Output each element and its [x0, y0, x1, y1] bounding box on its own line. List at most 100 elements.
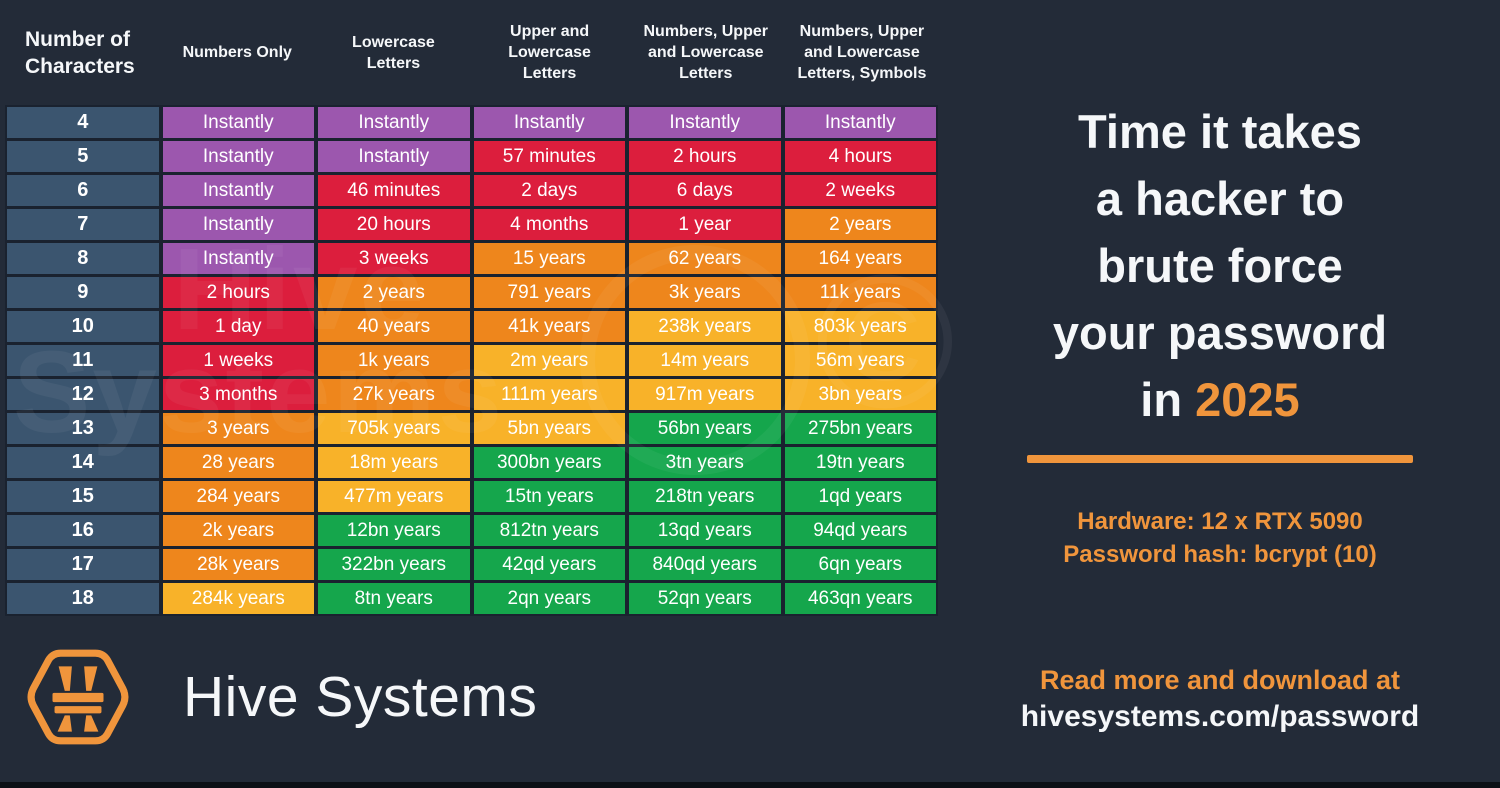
crack-time-cell: 42qd years: [473, 549, 625, 580]
footer-brand: Hive Systems: [27, 646, 537, 748]
title-line-3: brute force: [1097, 239, 1343, 292]
column-header: Lowercase Letters: [352, 33, 435, 72]
right-panel: Time it takes a hacker to brute force yo…: [958, 0, 1482, 571]
crack-time-cell: 52qn years: [629, 583, 781, 614]
char-count-cell: 10: [7, 311, 159, 342]
title-line-4: your password: [1052, 306, 1388, 359]
crack-time-cell: 3k years: [629, 277, 781, 308]
char-count-cell: 12: [7, 379, 159, 410]
crack-time-cell: 57 minutes: [473, 141, 625, 172]
crack-time-cell: 2qn years: [473, 583, 625, 614]
crack-time-cell: 56bn years: [629, 413, 781, 444]
crack-time-cell: 3 years: [162, 413, 314, 444]
crack-time-cell: Instantly: [162, 209, 314, 240]
crack-time-cell: 13qd years: [629, 515, 781, 546]
crack-time-cell: 275bn years: [784, 413, 936, 444]
crack-time-cell: 1 day: [162, 311, 314, 342]
page-title: Time it takes a hacker to brute force yo…: [958, 98, 1482, 433]
crack-time-cell: 18m years: [318, 447, 470, 478]
column-header: Numbers, Upper and Lowercase Letters, Sy…: [797, 23, 927, 82]
crack-time-cell: 3 months: [162, 379, 314, 410]
crack-time-cell: 840qd years: [629, 549, 781, 580]
crack-time-cell: 3tn years: [629, 447, 781, 478]
char-count-cell: 14: [7, 447, 159, 478]
char-count-cell: 7: [7, 209, 159, 240]
char-count-cell: 16: [7, 515, 159, 546]
crack-time-cell: Instantly: [162, 175, 314, 206]
crack-time-cell: Instantly: [629, 107, 781, 138]
crack-time-cell: 12bn years: [318, 515, 470, 546]
char-count-cell: 11: [7, 345, 159, 376]
crack-time-cell: 6qn years: [784, 549, 936, 580]
column-header: Upper and Lowercase Letters: [508, 23, 591, 82]
crack-time-cell: 1 year: [629, 209, 781, 240]
crack-time-cell: 27k years: [318, 379, 470, 410]
site-url[interactable]: hivesystems.com/password: [1020, 700, 1420, 733]
char-count-cell: 5: [7, 141, 159, 172]
crack-time-cell: 238k years: [629, 311, 781, 342]
char-count-cell: 9: [7, 277, 159, 308]
crack-time-cell: 20 hours: [318, 209, 470, 240]
crack-time-cell: 2m years: [473, 345, 625, 376]
read-more-text: Read more and download at: [1039, 665, 1401, 695]
crack-time-cell: 1qd years: [784, 481, 936, 512]
crack-time-cell: 1k years: [318, 345, 470, 376]
column-header: Numbers, Upper and Lowercase Letters: [643, 23, 768, 82]
crack-time-cell: 322bn years: [318, 549, 470, 580]
hive-logo-icon: [27, 649, 129, 745]
column-header: Numbers Only: [182, 44, 292, 61]
crack-time-cell: 5bn years: [473, 413, 625, 444]
footer-cta: Read more and download at hivesystems.co…: [958, 662, 1482, 735]
crack-time-cell: 3bn years: [784, 379, 936, 410]
crack-time-cell: 4 hours: [784, 141, 936, 172]
brand-name: Hive Systems: [183, 665, 538, 729]
title-line-5: in 2025: [958, 366, 1482, 433]
crack-time-cell: 6 days: [629, 175, 781, 206]
crack-time-cell: 2k years: [162, 515, 314, 546]
crack-time-cell: Instantly: [162, 141, 314, 172]
hardware-note: Hardware: 12 x RTX 5090 Password hash: b…: [958, 505, 1482, 571]
hardware-line: Hardware: 12 x RTX 5090: [1077, 508, 1363, 535]
crack-time-cell: 28 years: [162, 447, 314, 478]
crack-time-cell: 2 weeks: [784, 175, 936, 206]
crack-time-cell: 812tn years: [473, 515, 625, 546]
crack-time-cell: 2 hours: [629, 141, 781, 172]
crack-time-cell: 1 weeks: [162, 345, 314, 376]
hash-line: Password hash: bcrypt (10): [1063, 541, 1377, 568]
crack-time-cell: 111m years: [473, 379, 625, 410]
crack-time-cell: 94qd years: [784, 515, 936, 546]
bottom-strip: [0, 782, 1500, 788]
crack-time-cell: 463qn years: [784, 583, 936, 614]
title-line-1: Time it takes: [1078, 105, 1362, 158]
crack-time-cell: 46 minutes: [318, 175, 470, 206]
char-count-cell: 17: [7, 549, 159, 580]
crack-time-cell: Instantly: [162, 107, 314, 138]
crack-time-cell: 28k years: [162, 549, 314, 580]
char-count-cell: 15: [7, 481, 159, 512]
table-body: 4 Instantly Instantly Instantly Instantly Ins…: [5, 105, 938, 616]
crack-time-cell: 62 years: [629, 243, 781, 274]
crack-time-cell: 2 hours: [162, 277, 314, 308]
column-header: Number of Characters: [25, 27, 135, 78]
crack-time-cell: 705k years: [318, 413, 470, 444]
crack-time-cell: 15tn years: [473, 481, 625, 512]
crack-time-cell: 40 years: [318, 311, 470, 342]
crack-time-cell: 56m years: [784, 345, 936, 376]
crack-time-cell: 791 years: [473, 277, 625, 308]
table-header-row: Number of Characters Numbers Only Lowercas…: [5, 0, 938, 105]
crack-time-cell: 284k years: [162, 583, 314, 614]
crack-time-cell: 284 years: [162, 481, 314, 512]
crack-time-cell: 15 years: [473, 243, 625, 274]
crack-time-cell: 2 years: [784, 209, 936, 240]
crack-time-cell: 4 months: [473, 209, 625, 240]
char-count-cell: 18: [7, 583, 159, 614]
crack-time-cell: 3 weeks: [318, 243, 470, 274]
char-count-cell: 13: [7, 413, 159, 444]
crack-time-cell: Instantly: [473, 107, 625, 138]
title-line-2: a hacker to: [1095, 172, 1345, 225]
crack-time-cell: 917m years: [629, 379, 781, 410]
crack-time-cell: Instantly: [318, 141, 470, 172]
crack-time-cell: 11k years: [784, 277, 936, 308]
crack-time-cell: Instantly: [318, 107, 470, 138]
crack-time-cell: 477m years: [318, 481, 470, 512]
